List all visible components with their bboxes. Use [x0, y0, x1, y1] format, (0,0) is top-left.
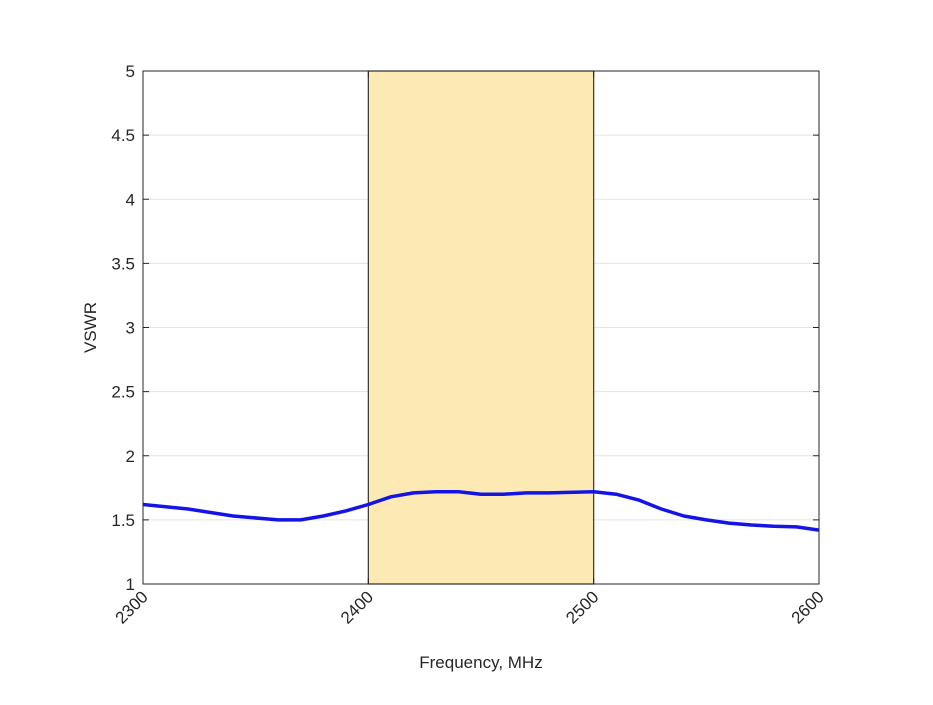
- y-tick-label: 4: [126, 190, 135, 209]
- highlight-band: [367, 70, 595, 585]
- y-tick-label: 2: [126, 447, 135, 466]
- x-tick-label: 2300: [112, 587, 152, 627]
- y-tick-label: 2.5: [111, 383, 135, 402]
- y-tick-label: 3: [126, 319, 135, 338]
- x-tick-label: 2500: [562, 587, 602, 627]
- y-axis-label: VSWR: [81, 302, 100, 353]
- y-tick-label: 1: [126, 575, 135, 594]
- y-tick-label: 4.5: [111, 126, 135, 145]
- y-tick-label: 3.5: [111, 254, 135, 273]
- x-axis-label: Frequency, MHz: [419, 653, 542, 672]
- x-tick-label: 2600: [788, 587, 828, 627]
- x-tick-label: 2400: [337, 587, 377, 627]
- y-tick-label: 1.5: [111, 511, 135, 530]
- series-line: [142, 489, 820, 532]
- y-tick-label: 5: [126, 62, 135, 81]
